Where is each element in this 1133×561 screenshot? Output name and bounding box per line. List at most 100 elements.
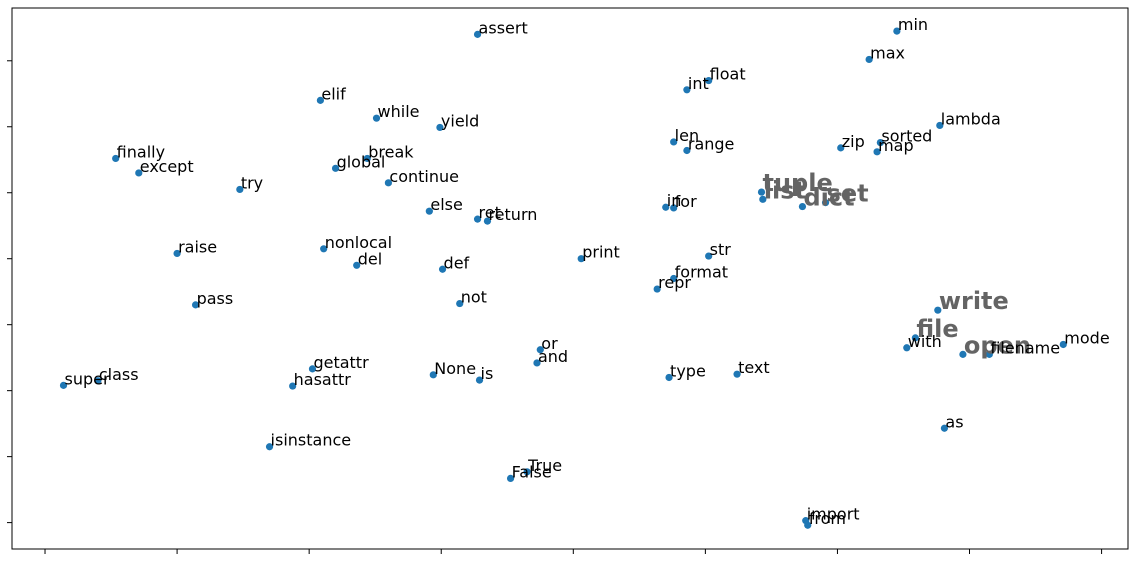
label-hasattr: hasattr bbox=[294, 370, 352, 389]
point-dict bbox=[798, 202, 807, 211]
label-range: range bbox=[688, 135, 735, 154]
point-del bbox=[353, 261, 361, 269]
label-dict: dict bbox=[803, 184, 854, 212]
point-getattr bbox=[308, 365, 317, 373]
point-lambda bbox=[936, 121, 944, 130]
point-yield bbox=[436, 123, 444, 132]
point-except bbox=[135, 169, 143, 177]
point-mode bbox=[1059, 340, 1067, 349]
label-as: as bbox=[945, 412, 963, 431]
label-print: print bbox=[582, 243, 620, 262]
label-in: in bbox=[667, 191, 682, 210]
point-continue bbox=[384, 179, 393, 187]
point-ret bbox=[473, 215, 482, 223]
data-points bbox=[59, 27, 1067, 529]
label-except: except bbox=[140, 157, 194, 176]
point-tuple bbox=[757, 188, 766, 196]
point-raise bbox=[173, 249, 181, 258]
point-from bbox=[804, 521, 812, 529]
label-for: for bbox=[675, 192, 697, 211]
label-getattr: getattr bbox=[313, 353, 369, 372]
point-file bbox=[911, 334, 919, 342]
label-sorted: sorted bbox=[881, 127, 932, 146]
label-with: with bbox=[908, 332, 942, 351]
point-break bbox=[363, 154, 371, 163]
label-return: return bbox=[488, 205, 537, 224]
label-global: global bbox=[337, 152, 386, 171]
label-len: len bbox=[675, 126, 699, 145]
point-min bbox=[893, 27, 901, 35]
label-filename: filename bbox=[990, 338, 1060, 357]
label-false: False bbox=[512, 462, 552, 481]
point-and bbox=[533, 359, 541, 367]
label-from: from bbox=[809, 509, 846, 528]
point-format bbox=[670, 274, 678, 283]
point-assert bbox=[473, 30, 482, 38]
label-true: True bbox=[527, 456, 562, 475]
label-elif: elif bbox=[321, 84, 346, 103]
point-set bbox=[821, 199, 830, 207]
point-for bbox=[670, 204, 678, 212]
point-try bbox=[236, 185, 244, 194]
point-as bbox=[940, 424, 949, 432]
label-finally: finally bbox=[117, 142, 165, 161]
point-list bbox=[759, 195, 767, 203]
label-mode: mode bbox=[1064, 328, 1109, 347]
point-isinstance bbox=[265, 443, 274, 451]
point-in bbox=[662, 203, 670, 211]
label-text: text bbox=[738, 358, 770, 377]
label-write: write bbox=[939, 287, 1009, 315]
label-class: class bbox=[99, 365, 139, 384]
point-filename bbox=[985, 350, 993, 358]
label-lambda: lambda bbox=[941, 109, 1001, 128]
label-or: or bbox=[541, 334, 558, 353]
label-def: def bbox=[444, 253, 470, 272]
label-pass: pass bbox=[197, 289, 234, 308]
point-while bbox=[372, 114, 381, 122]
point-int bbox=[683, 86, 691, 94]
plot-frame bbox=[11, 7, 1129, 550]
label-none: None bbox=[434, 359, 476, 378]
point-def bbox=[438, 265, 447, 273]
label-list: list bbox=[764, 176, 806, 204]
point-str bbox=[705, 252, 713, 260]
point-else bbox=[425, 207, 433, 215]
point-repr bbox=[653, 285, 661, 293]
label-min: min bbox=[898, 15, 928, 34]
label-open: open bbox=[964, 331, 1031, 359]
point-len bbox=[670, 138, 678, 146]
point-finally bbox=[112, 154, 120, 163]
label-repr: repr bbox=[658, 273, 691, 292]
label-is: is bbox=[481, 364, 494, 383]
label-format: format bbox=[675, 263, 728, 282]
label-assert: assert bbox=[479, 18, 528, 37]
label-type: type bbox=[670, 361, 706, 380]
point-elif bbox=[316, 96, 324, 104]
point-map bbox=[873, 148, 881, 156]
point-not bbox=[456, 299, 464, 308]
label-raise: raise bbox=[178, 237, 217, 256]
point-true bbox=[523, 468, 531, 476]
point-pass bbox=[191, 301, 200, 309]
label-while: while bbox=[378, 102, 420, 121]
point-text bbox=[733, 370, 741, 378]
point-is bbox=[475, 376, 484, 384]
label-nonlocal: nonlocal bbox=[325, 233, 392, 252]
point-float bbox=[705, 76, 713, 85]
label-float: float bbox=[710, 65, 746, 84]
point-with bbox=[903, 344, 911, 352]
label-import: import bbox=[807, 505, 860, 524]
point-global bbox=[331, 164, 340, 172]
label-and: and bbox=[538, 347, 568, 366]
point-class bbox=[94, 377, 102, 385]
label-isinstance: isinstance bbox=[271, 431, 352, 450]
point-range bbox=[683, 146, 691, 155]
point-print bbox=[577, 255, 585, 263]
label-file: file bbox=[916, 315, 958, 343]
label-set: set bbox=[827, 180, 869, 208]
label-break: break bbox=[368, 142, 414, 161]
label-del: del bbox=[358, 249, 382, 268]
label-ret: ret bbox=[479, 203, 501, 222]
